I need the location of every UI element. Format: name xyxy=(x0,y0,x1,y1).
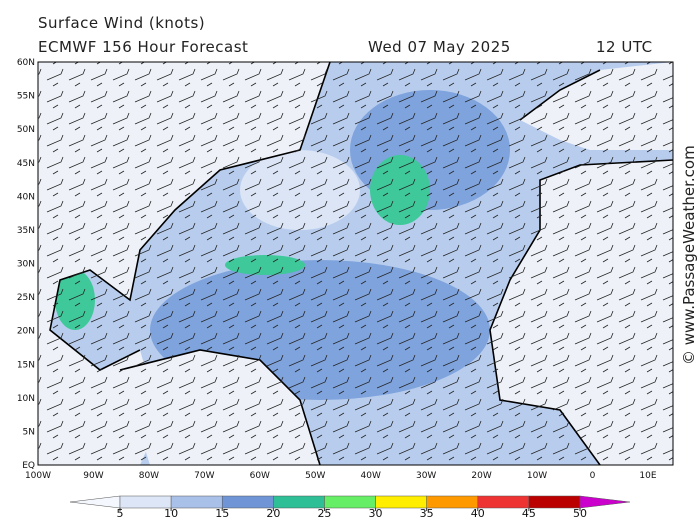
colorbar-label: 50 xyxy=(573,507,587,520)
colorbar-label: 40 xyxy=(471,507,485,520)
colorbar-label: 15 xyxy=(215,507,229,520)
lat-label: 35N xyxy=(17,226,35,236)
colorbar: 5 10 15 20 25 30 35 40 45 50 xyxy=(69,495,631,520)
time: 12 UTC xyxy=(596,38,653,56)
lat-label: 60N xyxy=(17,58,35,68)
colorbar-label: 10 xyxy=(164,507,178,520)
lon-label: 10W xyxy=(527,471,547,481)
lat-label: 20N xyxy=(17,327,35,337)
colorbar-label: 45 xyxy=(522,507,536,520)
lat-label: 40N xyxy=(17,192,35,202)
lon-label: 60W xyxy=(250,471,270,481)
credit: © www.PassageWeather.com xyxy=(680,145,698,365)
lat-label: 45N xyxy=(17,159,35,169)
colorbar-label: 30 xyxy=(369,507,383,520)
lon-label: 0 xyxy=(590,471,596,481)
map xyxy=(38,62,673,465)
date: Wed 07 May 2025 xyxy=(368,38,511,56)
lat-label: EQ xyxy=(22,461,35,471)
lon-label: 50W xyxy=(305,471,325,481)
wind-barbs xyxy=(38,62,673,465)
title: Surface Wind (knots) xyxy=(38,14,205,32)
lon-label: 90W xyxy=(83,471,103,481)
lon-label: 40W xyxy=(361,471,381,481)
lat-label: 25N xyxy=(17,293,35,303)
lat-label: 10N xyxy=(17,394,35,404)
lon-label: 20W xyxy=(471,471,491,481)
colorbar-label: 25 xyxy=(317,507,331,520)
subtitle: ECMWF 156 Hour Forecast xyxy=(38,38,248,56)
lat-label: 55N xyxy=(17,92,35,102)
lon-label: 100W xyxy=(25,471,51,481)
axes: 60N 55N 50N 45N 40N 35N 30N 25N 20N 15N 10N 5N EQ100… xyxy=(17,58,657,481)
lat-label: 15N xyxy=(17,360,35,370)
map-frame xyxy=(37,61,674,466)
colorbar-label: 20 xyxy=(266,507,280,520)
colorbar-high xyxy=(579,495,631,509)
lon-label: 30W xyxy=(416,471,436,481)
colorbar-label: 5 xyxy=(117,507,124,520)
lon-label: 80W xyxy=(139,471,159,481)
lon-label: 70W xyxy=(194,471,214,481)
colorbar-low xyxy=(69,495,121,509)
lon-label: 10E xyxy=(639,471,656,481)
colorbar-label: 35 xyxy=(420,507,434,520)
lat-label: 50N xyxy=(17,125,35,135)
lat-label: 30N xyxy=(17,260,35,270)
lat-label: 5N xyxy=(23,427,35,437)
